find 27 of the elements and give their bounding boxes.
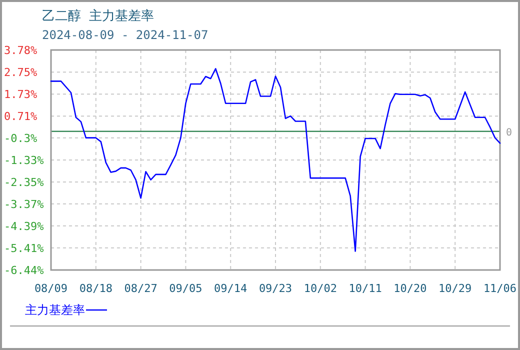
- legend-label: 主力基差率: [25, 303, 85, 317]
- y-tick-label: -1.33%: [4, 154, 44, 167]
- x-tick-label: 08/09: [34, 282, 68, 295]
- y-tick-label: -2.35%: [4, 176, 44, 189]
- x-tick-label: 09/05: [169, 282, 202, 295]
- y-tick-label: 1.73%: [4, 88, 38, 102]
- x-tick-label: 10/02: [304, 282, 337, 295]
- y-tick-label: -4.39%: [4, 220, 44, 233]
- y-tick-label: -0.3%: [4, 132, 38, 145]
- y-tick-label: 2.75%: [4, 66, 38, 80]
- x-tick-label: 10/29: [438, 282, 472, 295]
- ref-line-label: 0: [506, 127, 512, 138]
- y-tick-label: 0.71%: [4, 110, 38, 124]
- x-tick-label: 09/23: [258, 282, 292, 295]
- x-tick-label: 08/18: [79, 282, 112, 295]
- x-tick-label: 10/11: [348, 282, 382, 295]
- x-tick-label: 08/27: [124, 282, 158, 295]
- y-tick-label: -6.44%: [4, 264, 44, 277]
- line-series: [50, 68, 501, 252]
- chart-subtitle: 2024-08-09 - 2024-11-07: [42, 28, 208, 42]
- x-tick-label: 11/06: [483, 282, 517, 295]
- x-tick-label: 10/20: [394, 282, 427, 295]
- y-tick-label: -3.37%: [4, 198, 44, 211]
- x-tick-label: 09/14: [214, 282, 248, 295]
- chart-title: 乙二醇 主力基差率: [42, 8, 154, 24]
- y-tick-label: 3.78%: [4, 44, 38, 57]
- y-tick-label: -5.41%: [4, 242, 44, 255]
